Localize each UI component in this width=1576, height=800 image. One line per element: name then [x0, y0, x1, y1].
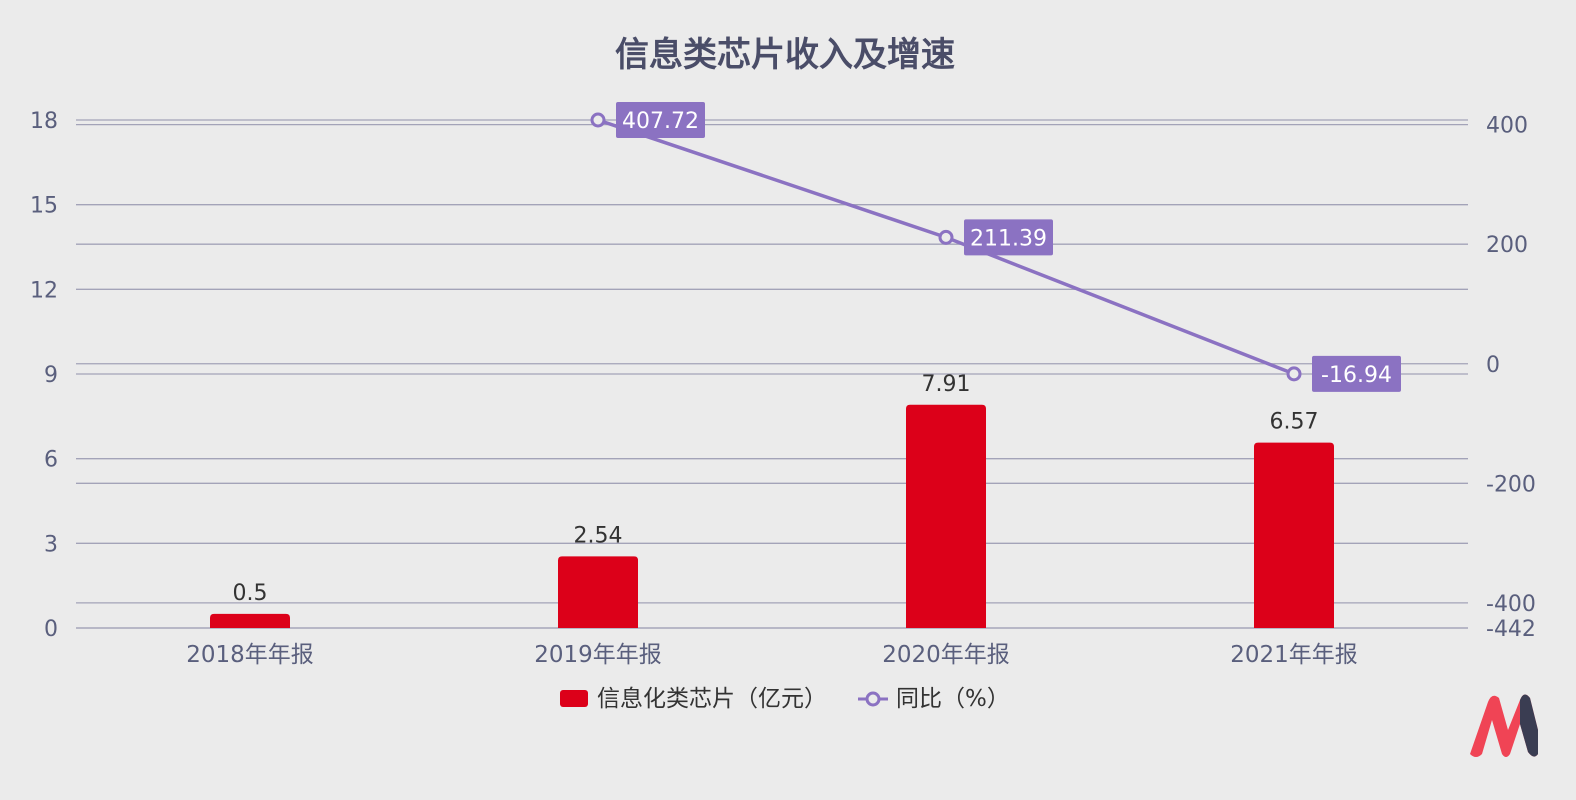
right-tick-label: -400 [1486, 592, 1536, 617]
bar [558, 556, 638, 628]
left-tick-label: 0 [44, 617, 58, 642]
line-point [590, 112, 606, 128]
bar-value-label: 2.54 [574, 523, 623, 548]
left-tick-label: 6 [44, 448, 58, 473]
line-value-label: 407.72 [622, 109, 699, 134]
bar-value-label: 6.57 [1270, 410, 1319, 435]
left-tick-label: 3 [44, 532, 58, 557]
right-axis-ticks: -442-400 -200 0 200 400 [1486, 114, 1536, 642]
gridlines [76, 119, 1468, 629]
right-tick-label: 200 [1486, 233, 1528, 258]
line-path [597, 118, 1295, 376]
left-tick-label: 9 [44, 363, 58, 388]
category-label: 2020年年报 [882, 642, 1010, 668]
left-tick-label: 18 [30, 109, 58, 134]
left-tick-label: 15 [30, 194, 58, 219]
line-series: 407.72 211.39 -16.94 [590, 102, 1401, 392]
legend: 信息化类芯片（亿元） 同比（%） [560, 686, 1010, 712]
left-tick-label: 12 [30, 278, 58, 303]
bar [906, 404, 986, 628]
line-point [1286, 366, 1302, 382]
bar-value-label: 0.5 [233, 581, 268, 606]
right-tick-label: 0 [1486, 353, 1500, 378]
category-label: 2019年年报 [534, 642, 662, 668]
right-tick-label: -200 [1486, 472, 1536, 497]
chart-title: 信息类芯片收入及增速 [615, 35, 955, 75]
line-label-box [964, 219, 1053, 256]
bar [210, 613, 290, 628]
right-tick-label: -442 [1486, 617, 1536, 642]
legend-swatch-marker [865, 691, 881, 707]
line-label-box [1312, 355, 1401, 392]
line-value-label: -16.94 [1321, 363, 1392, 388]
category-label: 2018年年报 [186, 642, 314, 668]
left-axis-ticks: 0 3 6 9 12 15 18 [30, 109, 58, 642]
line-point [938, 229, 954, 245]
bar [1254, 442, 1334, 628]
category-labels: 2018年年报 2019年年报 2020年年报 2021年年报 [186, 642, 1358, 668]
logo-icon [1470, 694, 1538, 757]
right-tick-label: 400 [1486, 114, 1528, 139]
legend-swatch-bar [560, 690, 588, 707]
line-value-label: 211.39 [970, 226, 1047, 251]
bar-series: 0.5 2.54 7.91 6.57 [210, 372, 1334, 628]
bar-value-label: 7.91 [922, 372, 971, 397]
category-label: 2021年年报 [1230, 642, 1358, 668]
line-label-box [616, 102, 705, 138]
legend-label-bar: 信息化类芯片（亿元） [597, 686, 827, 712]
legend-label-line: 同比（%） [896, 686, 1010, 712]
